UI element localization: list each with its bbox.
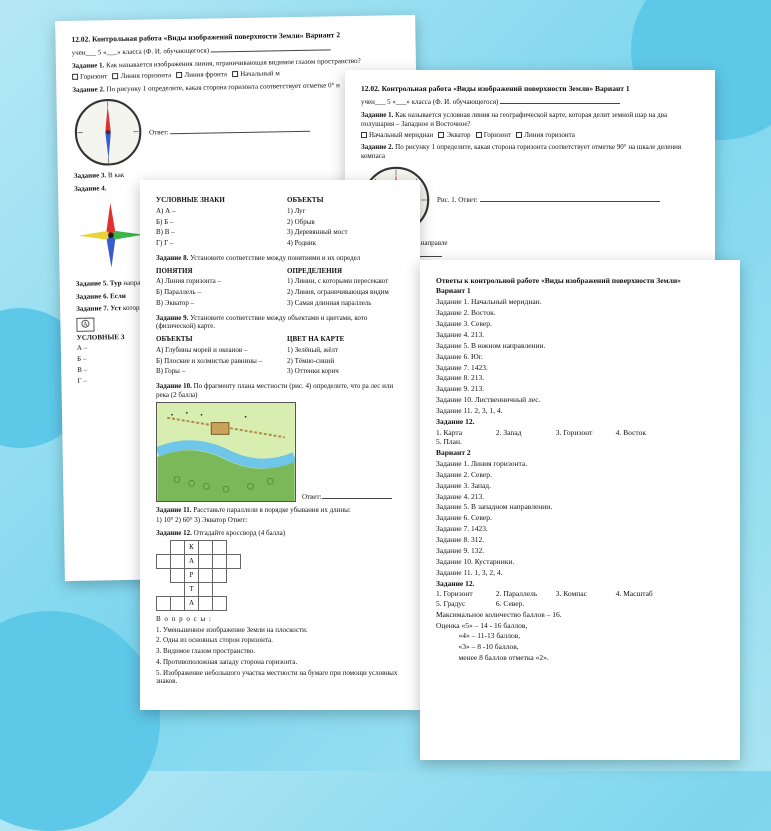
list-item: А) А –: [156, 207, 273, 216]
variant-2-title: Вариант 2: [436, 448, 724, 457]
sheet1-header: 12.02. Контрольная работа «Виды изображе…: [71, 29, 399, 44]
task11-opts: 1) 10° 2) 60° 3) Экватор Ответ:: [156, 516, 404, 525]
answer-row: 1. Горизонт 2. Параллель 3. Компас 4. Ма…: [436, 589, 724, 608]
compass-icon: [72, 97, 143, 168]
answer-row: Задание 7. 1423.: [436, 524, 724, 533]
answer-row: Задание 10. Лиственничный лес.: [436, 395, 724, 404]
task-1: Задание 1. Как называется условная линия…: [361, 111, 699, 129]
answer-row: Задание 2. Север.: [436, 470, 724, 479]
answers-title: Ответы к контрольной работе «Виды изобра…: [436, 276, 724, 285]
list-item: 4) Родник: [287, 239, 404, 248]
checkbox-icon[interactable]: [516, 132, 522, 138]
list-item: 3) Деревянный мост: [287, 228, 404, 237]
checkbox-icon[interactable]: [232, 71, 238, 77]
list-item: А) Глубины морей и океанов –: [156, 346, 273, 355]
checkbox-icon[interactable]: [438, 132, 444, 138]
question: 3. Видимое глазом пространство.: [156, 647, 404, 656]
terrain-map-icon: [156, 402, 296, 502]
answer-row: Задание 6. Юг.: [436, 352, 724, 361]
list-item: А) Линия горизонта –: [156, 277, 273, 286]
questions-title: В о п р о с ы :: [156, 615, 404, 624]
def-title: ОПРЕДЕЛЕНИЯ: [287, 267, 404, 276]
grade-line: «3» – 8 -10 баллов,: [436, 642, 724, 651]
answer-row: Задание 11. 1, 3, 2, 4.: [436, 568, 724, 577]
list-item: 3) Самая длинная параллель: [287, 299, 404, 308]
worksheet-page-2: УСЛОВНЫЕ ЗНАКИ А) А – Б) Б – В) В – Г) Г…: [140, 180, 420, 710]
answer-row: Задание 9. 132.: [436, 546, 724, 555]
list-item: В) В –: [156, 228, 273, 237]
answer-row: Задание 2. Восток.: [436, 308, 724, 317]
answer-row: 1. Карта 2. Запад 3. Горизонт 4. Восток …: [436, 428, 724, 447]
answer-row: Задание 1. Линия горизонта.: [436, 459, 724, 468]
checkbox-icon[interactable]: [113, 73, 119, 79]
pon-title: ПОНЯТИЯ: [156, 267, 273, 276]
crossword-grid: К А Р Т А: [156, 540, 241, 611]
answer-row: Задание 7. 1423.: [436, 363, 724, 372]
task-2: Задание 2. По рисунку 1 определите, кака…: [361, 143, 699, 161]
task-10: Задание 10. По фрагменту плана местности…: [156, 382, 404, 400]
answer-row: Задание 5. В западном направлении.: [436, 502, 724, 511]
list-item: Б) Б –: [156, 218, 273, 227]
answer-row: Задание 12.: [436, 417, 724, 426]
answer-row: Задание 12.: [436, 579, 724, 588]
obj-title: ОБЪЕКТЫ: [287, 196, 404, 205]
grade-line: Оценка «5» – 14 - 16 баллов,: [436, 621, 724, 630]
answer-row: Задание 3. Запад.: [436, 481, 724, 490]
answer-row: Задание 9. 213.: [436, 384, 724, 393]
list-item: 1) Линии, с которыми пересекают: [287, 277, 404, 286]
answer-row: Задание 8. 312.: [436, 535, 724, 544]
answer-line: Ответ:: [149, 124, 310, 137]
answer-row: Задание 8. 213.: [436, 373, 724, 382]
checkbox-icon[interactable]: [72, 74, 78, 80]
list-item: В) Экватор –: [156, 299, 273, 308]
answer-row: Задание 6. Север.: [436, 513, 724, 522]
bg-blob: [0, 611, 160, 831]
task-11: Задание 11. Расставьте параллели в поряд…: [156, 506, 404, 515]
task-9: Задание 9. Установите соответствие между…: [156, 314, 404, 332]
list-item: 1) Зелёный, жёлт: [287, 346, 404, 355]
max-score: Максимальное количество баллов – 16.: [436, 610, 724, 619]
answer-row: Задание 5. В южном направлении.: [436, 341, 724, 350]
sheet3-header: 12.02. Контрольная работа «Виды изображе…: [361, 84, 699, 93]
answer-row: Задание 1. Начальный меридиан.: [436, 297, 724, 306]
answer-line: Рис. 1. Ответ:: [437, 195, 660, 205]
task1-options: Начальный меридиан Экватор Горизонт Лини…: [361, 131, 699, 140]
list-item: 2) Обрыв: [287, 218, 404, 227]
question: 4. Противоположная западу сторона горизо…: [156, 658, 404, 667]
signs-title: УСЛОВНЫЕ ЗНАКИ: [156, 196, 273, 205]
pupil-line: учен___ 5 «___» класса (Ф. И. обучающего…: [72, 43, 400, 58]
grade-line: «4» – 11-13 баллов,: [436, 631, 724, 640]
answer-row: Задание 4. 213.: [436, 330, 724, 339]
list-item: Б) Плоские и холмистые равнины –: [156, 357, 273, 366]
question: 2. Одна из основных сторон горизонта.: [156, 636, 404, 645]
list-item: В) Горы –: [156, 367, 273, 376]
list-item: Б) Параллель –: [156, 288, 273, 297]
answer-row: Задание 3. Север.: [436, 319, 724, 328]
compass-rose-icon: [74, 198, 147, 271]
obj2-title: ОБЪЕКТЫ: [156, 335, 273, 344]
answer-row: Задание 10. Кустарники.: [436, 557, 724, 566]
variant-1-title: Вариант 1: [436, 286, 724, 295]
pupil-line: учен___ 5 «___» класса (Ф. И. обучающего…: [361, 97, 699, 107]
question: 5. Изображение небольшого участка местно…: [156, 669, 404, 687]
list-item: Г) Г –: [156, 239, 273, 248]
checkbox-icon[interactable]: [176, 72, 182, 78]
list-item: 3) Оттенки корич: [287, 367, 404, 376]
list-item: 2) Тёмно-синий: [287, 357, 404, 366]
task-12: Задание 12. Отгадайте кроссворд (4 балла…: [156, 529, 404, 538]
answer-line: Ответ:: [302, 492, 392, 502]
answer-row: Задание 11. 2, 3, 1, 4.: [436, 406, 724, 415]
grade-line: менее 8 баллов отметка «2».: [436, 653, 724, 662]
checkbox-icon[interactable]: [361, 132, 367, 138]
checkbox-icon[interactable]: [476, 132, 482, 138]
answer-row: Задание 4. 213.: [436, 492, 724, 501]
question: 1. Уменьшенное изображение Земли на плос…: [156, 626, 404, 635]
answer-key-sheet: Ответы к контрольной работе «Виды изобра…: [420, 260, 740, 760]
list-item: 1) Луг: [287, 207, 404, 216]
list-item: 2) Линия, ограничивающая видим: [287, 288, 404, 297]
task-8: Задание 8. Установите соответствие между…: [156, 254, 404, 263]
color-title: ЦВЕТ НА КАРТЕ: [287, 335, 404, 344]
